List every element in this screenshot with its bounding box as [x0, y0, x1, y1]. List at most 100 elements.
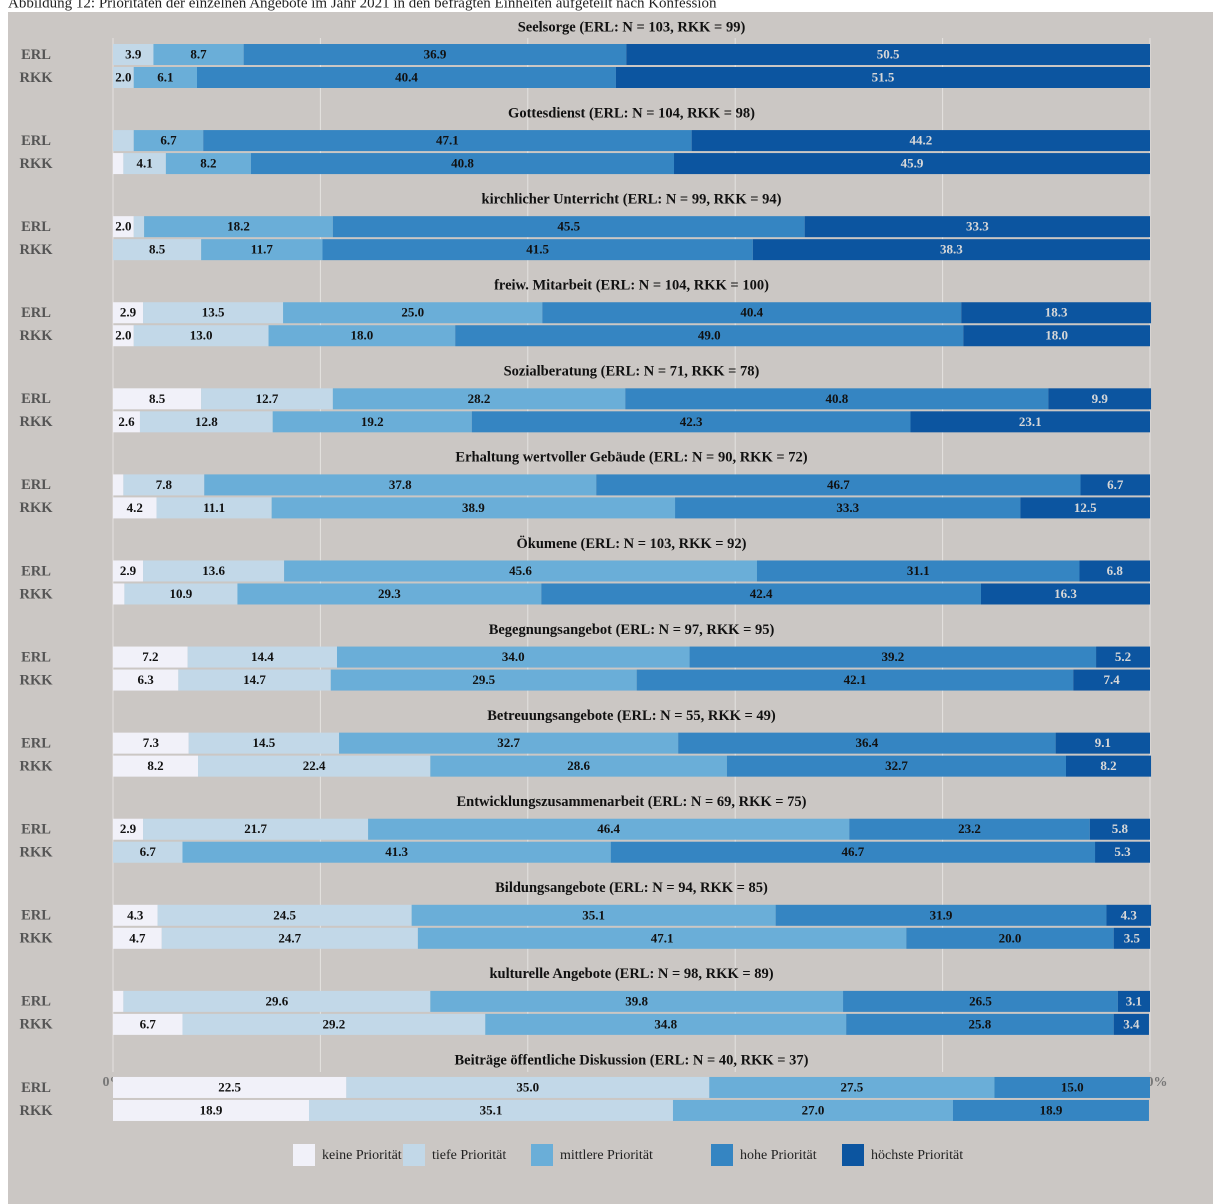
bar-segment — [485, 1013, 847, 1035]
bar-segment — [113, 216, 134, 238]
data-label: 18.0 — [351, 328, 374, 343]
bar-segment — [123, 153, 166, 175]
data-label: 31.1 — [907, 563, 930, 578]
bar-segment — [846, 1013, 1114, 1035]
data-label: 45.6 — [509, 563, 532, 578]
data-label: 3.5 — [1124, 930, 1141, 945]
bar-segment — [672, 1099, 953, 1121]
bar-segment — [156, 497, 272, 519]
bar-segment — [1066, 755, 1152, 777]
panel-title: kirchlicher Unterricht (ERL: N = 99, RKK… — [482, 191, 782, 207]
data-label: 11.7 — [251, 242, 274, 257]
bar-segment — [411, 904, 776, 926]
bar-segment — [188, 732, 340, 754]
data-label: 40.8 — [825, 391, 848, 406]
data-label: 44.2 — [909, 133, 932, 148]
bar-segment — [153, 44, 244, 65]
data-label: 42.1 — [844, 672, 867, 687]
data-label: 7.2 — [142, 649, 158, 664]
bar-segment — [113, 990, 124, 1012]
data-label: 37.8 — [389, 477, 412, 492]
data-label: 18.2 — [227, 219, 250, 234]
bar-segment — [636, 669, 1074, 691]
bar-segment — [1089, 818, 1150, 840]
data-label: 18.9 — [200, 1102, 223, 1117]
bar-segment — [113, 153, 124, 175]
bar-segment — [133, 130, 204, 152]
panel-title: freiw. Mitarbeit (ERL: N = 104, RKK = 10… — [494, 278, 769, 294]
data-label: 7.4 — [1104, 672, 1121, 687]
row-label: RKK — [19, 328, 53, 344]
bar-segment — [113, 302, 144, 324]
row-label: ERL — [21, 133, 51, 149]
row-label: RKK — [19, 845, 53, 861]
data-label: 31.9 — [930, 907, 953, 922]
bar-segment — [113, 646, 188, 668]
row-label: ERL — [21, 563, 51, 579]
data-label: 2.0 — [115, 69, 131, 84]
bar-segment — [804, 216, 1150, 238]
data-label: 29.6 — [265, 993, 288, 1008]
data-label: 24.5 — [273, 907, 296, 922]
bar-segment — [1048, 388, 1152, 410]
bar-segment — [336, 646, 690, 668]
bar-segment — [139, 411, 273, 433]
bar-segment — [113, 411, 140, 433]
bar-segment — [610, 841, 1096, 863]
bar-segment — [113, 904, 158, 926]
row-label: ERL — [21, 735, 51, 751]
data-label: 2.0 — [115, 219, 131, 234]
bar-segment — [455, 325, 964, 347]
bar-segment — [471, 411, 911, 433]
bar-segment — [910, 411, 1150, 433]
bar-segment — [182, 1013, 486, 1035]
bar-segment — [1020, 497, 1150, 519]
data-label: 34.0 — [502, 649, 525, 664]
bar-segment — [952, 1099, 1149, 1121]
bar-segment — [541, 583, 981, 605]
row-label: RKK — [19, 931, 53, 947]
data-label: 36.9 — [424, 46, 447, 61]
data-label: 35.1 — [480, 1102, 503, 1117]
bar-segment — [113, 325, 134, 347]
legend-label: hohe Priorität — [740, 1148, 817, 1163]
data-label: 26.5 — [969, 993, 992, 1008]
bar-segment — [113, 1013, 183, 1035]
bar-segment — [674, 153, 1150, 175]
data-label: 28.2 — [468, 391, 491, 406]
bar-segment — [963, 325, 1150, 347]
data-label: 45.9 — [901, 156, 924, 171]
bar-segment — [201, 388, 333, 410]
data-label: 8.2 — [200, 156, 216, 171]
data-label: 35.1 — [582, 907, 605, 922]
data-label: 6.7 — [160, 133, 177, 148]
panel-title: kulturelle Angebote (ERL: N = 98, RKK = … — [489, 966, 773, 982]
data-label: 4.3 — [1121, 907, 1138, 922]
data-label: 14.7 — [243, 672, 266, 687]
data-label: 22.5 — [218, 1079, 241, 1094]
data-label: 13.5 — [202, 305, 225, 320]
bar-segment — [284, 560, 757, 582]
data-label: 18.0 — [1045, 328, 1068, 343]
bar-segment — [272, 411, 472, 433]
data-label: 16.3 — [1054, 586, 1077, 601]
data-label: 41.5 — [526, 242, 549, 257]
row-label: RKK — [19, 586, 53, 602]
bar-segment — [339, 732, 679, 754]
data-label: 33.3 — [966, 219, 989, 234]
data-label: 4.7 — [129, 930, 146, 945]
data-label: 41.3 — [385, 844, 408, 859]
legend-swatch — [403, 1144, 425, 1166]
data-label: 9.1 — [1095, 735, 1111, 750]
data-label: 2.6 — [118, 414, 135, 429]
data-label: 14.5 — [253, 735, 276, 750]
data-label: 40.4 — [740, 305, 763, 320]
row-label: ERL — [21, 1080, 51, 1096]
data-label: 21.7 — [244, 821, 267, 836]
row-label: ERL — [21, 822, 51, 838]
legend-swatch — [293, 1144, 315, 1166]
bar-segment — [113, 239, 202, 261]
bar-segment — [689, 646, 1097, 668]
bar-segment — [625, 388, 1049, 410]
